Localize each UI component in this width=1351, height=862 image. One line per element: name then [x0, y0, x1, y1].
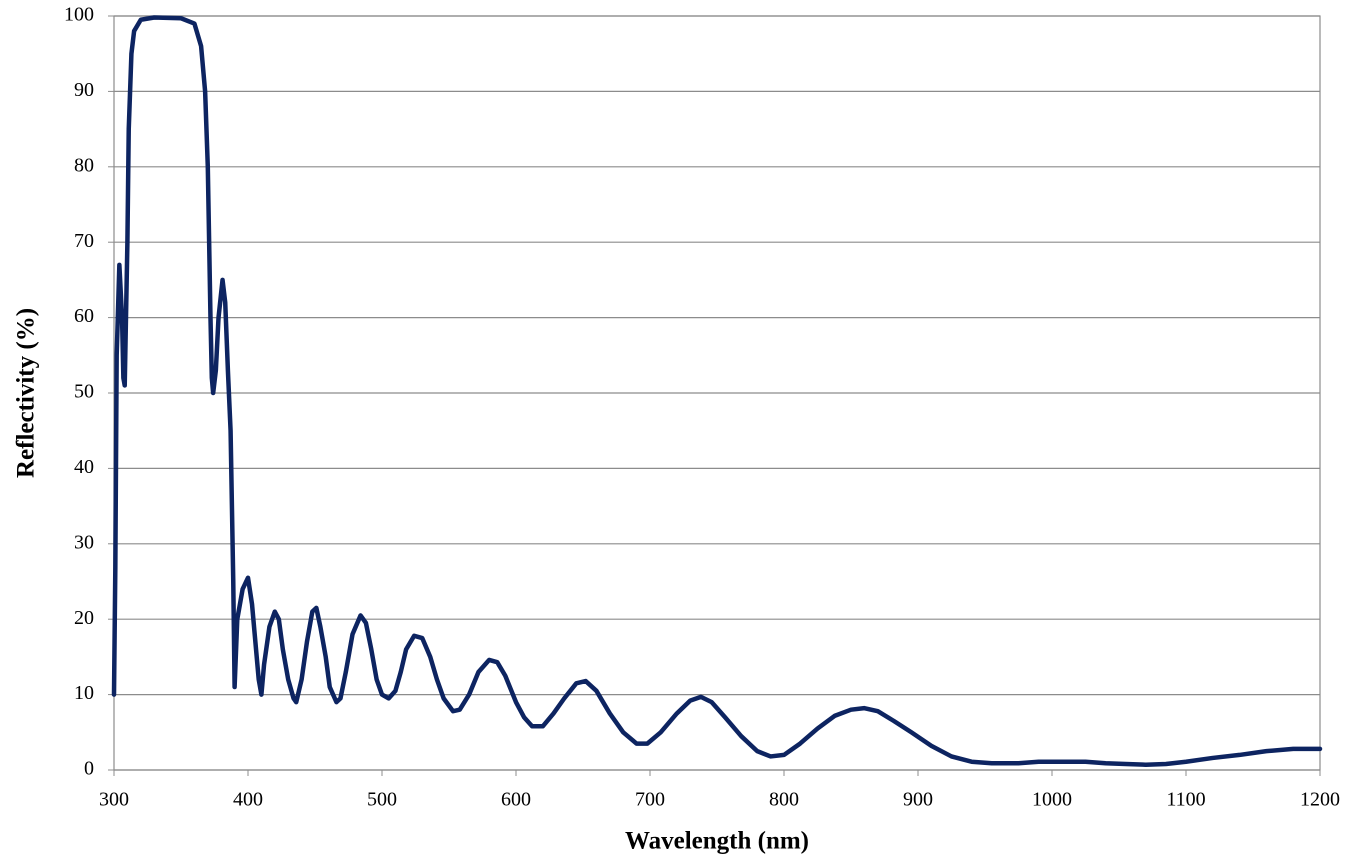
y-tick-label: 90: [74, 79, 94, 101]
y-axis-label: Reflectivity (%): [13, 308, 40, 478]
x-tick-label: 600: [501, 789, 531, 811]
x-tick-label: 300: [99, 789, 129, 811]
x-axis-label: Wavelength (nm): [625, 828, 809, 855]
x-tick-label: 500: [367, 789, 397, 811]
y-tick-label: 80: [74, 154, 94, 176]
x-tick-label: 700: [635, 789, 665, 811]
x-tick-label: 1200: [1300, 789, 1340, 811]
y-tick-label: 60: [74, 305, 94, 327]
data-line: [111, 15, 1323, 767]
y-tick-label: 30: [74, 531, 94, 553]
x-tick-label: 800: [769, 789, 799, 811]
y-tick-label: 100: [64, 4, 94, 26]
x-tick-label: 400: [233, 789, 263, 811]
plot-border: [113, 15, 1321, 771]
y-tick-label: 70: [74, 230, 94, 252]
x-tick-label: 1100: [1166, 789, 1205, 811]
y-tick-label: 0: [84, 758, 94, 780]
y-tick-label: 10: [74, 682, 94, 704]
x-tick-label: 900: [903, 789, 933, 811]
x-tick-label: 1000: [1032, 789, 1072, 811]
y-tick-label: 50: [74, 381, 94, 403]
y-tick-label: 20: [74, 607, 94, 629]
y-tick-label: 40: [74, 456, 94, 478]
